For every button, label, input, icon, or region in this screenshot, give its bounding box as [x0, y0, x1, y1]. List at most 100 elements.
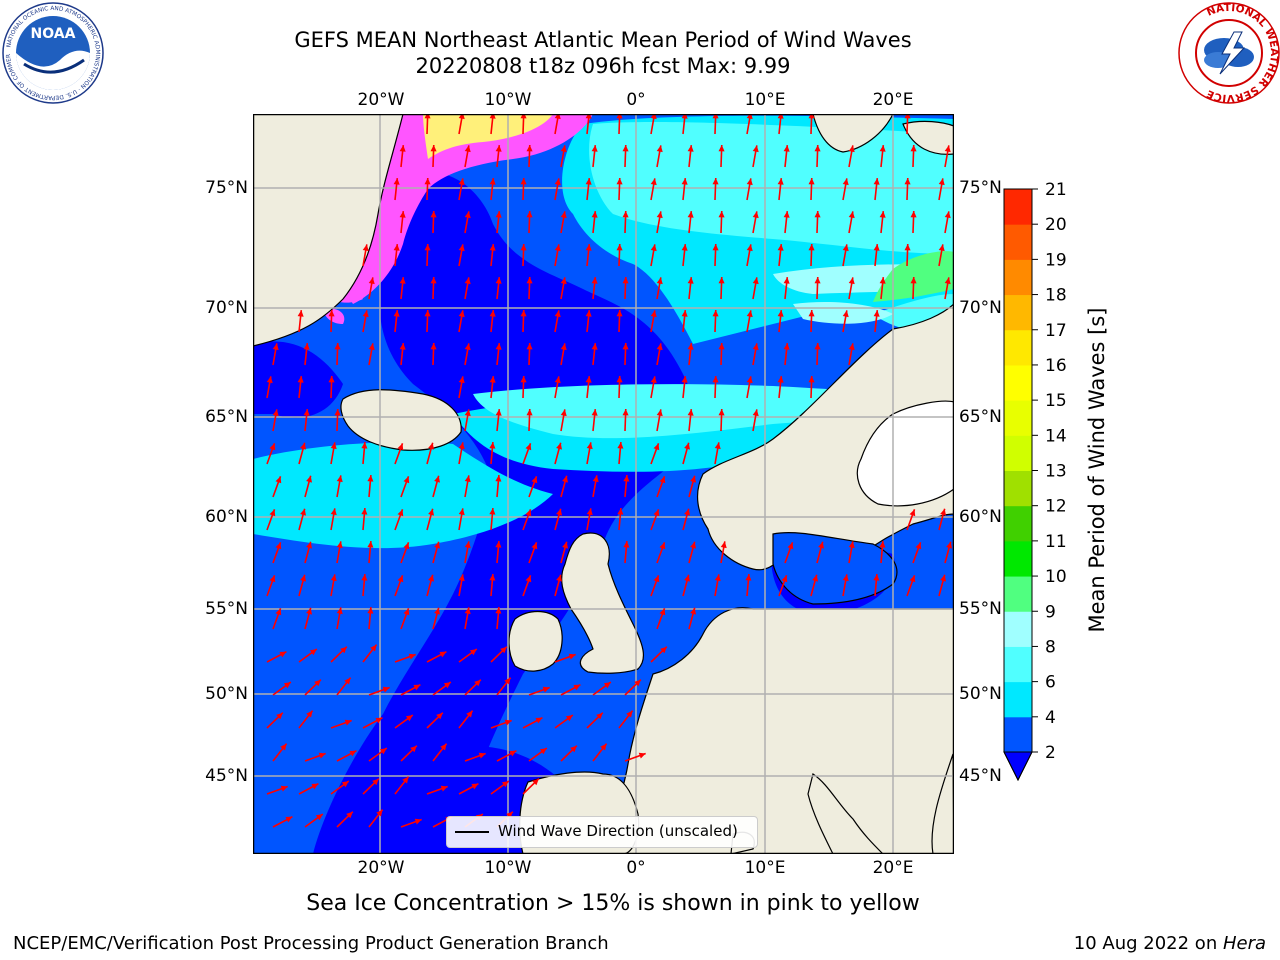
direction-arrow-head [382, 686, 390, 693]
direction-arrow-head [814, 343, 821, 350]
direction-arrow-head [684, 574, 691, 582]
footer-date-text: 10 Aug 2022 on [1073, 933, 1223, 954]
colorbar-tick-label: 9 [1045, 602, 1056, 622]
direction-arrow-head [560, 343, 567, 351]
direction-arrow-head [752, 211, 759, 219]
direction-arrow-head [556, 574, 563, 582]
direction-arrow-head [746, 310, 753, 318]
colorbar-tick-label: 13 [1045, 462, 1067, 482]
direction-arrow-head [440, 785, 448, 792]
direction-arrow-head [684, 508, 691, 516]
direction-arrow-head [623, 475, 630, 482]
colorbar-blocks [1003, 188, 1033, 782]
direction-arrow-head [526, 211, 533, 218]
lon-tick: 20°W [357, 90, 405, 110]
direction-arrow-head [370, 644, 377, 652]
direction-arrow-head [283, 682, 291, 689]
direction-arrow-head [275, 608, 282, 616]
direction-arrow-head [623, 541, 630, 548]
direction-arrow-head [873, 178, 880, 185]
direction-arrow-head [586, 508, 593, 516]
lon-tick: 0° [626, 90, 646, 110]
direction-arrow-head [428, 442, 435, 450]
direction-arrow-head [405, 715, 413, 722]
direction-arrow-head [330, 442, 337, 450]
colorbar-tick-label: 12 [1045, 497, 1067, 517]
direction-arrow-head [458, 178, 465, 186]
direction-arrow-head [944, 145, 951, 153]
direction-arrow-head [687, 277, 694, 284]
direction-arrow-head [361, 574, 368, 581]
lon-tick: 10°E [744, 90, 786, 110]
direction-arrow-head [466, 710, 473, 718]
direction-arrow-head [280, 785, 288, 792]
direction-arrow-head [650, 178, 657, 186]
direction-arrow-head [300, 442, 307, 450]
direction-arrow-head [397, 443, 404, 451]
direction-arrow-head [554, 114, 561, 120]
direction-arrow-head [443, 682, 451, 689]
direction-arrow-head [334, 343, 341, 350]
direction-arrow-head [341, 781, 349, 788]
direction-arrow-head [718, 409, 725, 416]
footer-credit: NCEP/EMC/Verification Post Processing Pr… [13, 933, 609, 954]
direction-arrow-head [525, 443, 532, 451]
colorbar-block [1004, 400, 1032, 436]
direction-arrow-head [362, 310, 369, 318]
direction-arrow-head [622, 211, 629, 218]
direction-arrow-head [777, 310, 784, 317]
direction-arrow-head [489, 574, 496, 581]
direction-arrow-head [403, 542, 410, 550]
lat-tick: 70°N [205, 298, 248, 318]
direction-arrow-head [424, 310, 431, 317]
direction-arrow-head [340, 646, 347, 654]
direction-arrow-head [603, 682, 611, 689]
direction-arrow-head [495, 145, 502, 152]
legend-line-icon [455, 831, 489, 833]
direction-arrow-head [334, 409, 341, 416]
direction-arrow-head [638, 752, 646, 759]
direction-arrow-head [650, 310, 657, 318]
direction-arrow-head [812, 574, 819, 582]
direction-arrow-head [879, 541, 886, 548]
direction-arrow-head [656, 409, 663, 417]
map-legend: Wind Wave Direction (unscaled) [446, 816, 758, 848]
lat-tick: 75°N [959, 178, 1002, 198]
direction-arrow-head [306, 541, 313, 549]
direction-arrow-head [586, 442, 593, 450]
direction-arrow-head [336, 607, 343, 615]
direction-arrow-head [399, 211, 406, 218]
direction-arrow-head [600, 743, 607, 751]
direction-arrow-head [309, 649, 317, 656]
direction-arrow-head [393, 310, 400, 317]
direction-arrow-head [554, 376, 561, 384]
direction-arrow-head [909, 575, 916, 583]
direction-arrow-head [585, 244, 592, 251]
direction-arrow-head [596, 712, 603, 720]
colorbar-block [1004, 681, 1032, 718]
lon-tick: 10°W [484, 90, 532, 110]
direction-arrow-head [910, 145, 917, 152]
direction-arrow-head [526, 343, 533, 350]
direction-arrow-head [403, 476, 410, 484]
direction-arrow-head [879, 277, 886, 284]
direction-arrow-head [520, 244, 527, 251]
lat-tick: 75°N [205, 178, 248, 198]
direction-arrow-head [781, 575, 788, 583]
direction-arrow-head [560, 409, 567, 417]
direction-arrow-head [848, 343, 855, 351]
direction-arrow-head [399, 145, 406, 152]
direction-arrow-head [842, 178, 849, 186]
direction-arrow-head [718, 343, 725, 350]
direction-arrow-head [752, 277, 759, 285]
direction-arrow-head [616, 178, 623, 185]
direction-arrow-head [622, 145, 629, 152]
lon-tick: 10°E [744, 858, 786, 878]
direction-arrow-head [848, 211, 855, 219]
direction-arrow-head [436, 712, 443, 720]
direction-arrow-head [752, 145, 759, 153]
direction-arrow-head [303, 409, 310, 416]
lat-tick: 45°N [959, 766, 1002, 786]
direction-arrow-head [718, 145, 725, 152]
direction-arrow-head [275, 476, 282, 484]
